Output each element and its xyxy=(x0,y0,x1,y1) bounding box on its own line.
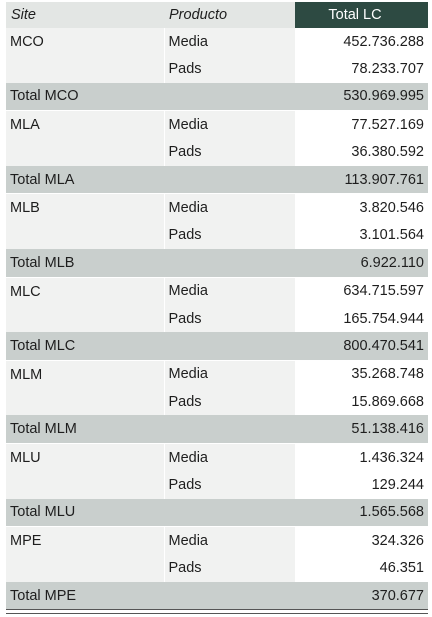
total-lc-cell[interactable]: 77.527.169 xyxy=(295,110,428,139)
total-lc-cell[interactable]: 15.869.668 xyxy=(295,388,428,416)
table-row: Pads 15.869.668 xyxy=(6,388,428,416)
producto-cell[interactable]: Pads xyxy=(163,471,295,499)
table-row: MLU Media 1.436.324 xyxy=(6,442,428,499)
header-row: Site Producto Total LC xyxy=(6,2,428,28)
table-row: Pads 165.754.944 xyxy=(6,304,428,333)
subtotal-row: Total MLM 51.138.416 xyxy=(6,415,428,444)
producto-cell[interactable]: Media xyxy=(163,276,295,305)
table-row: MCO Media 452.736.288 xyxy=(6,28,428,83)
total-lc-cell[interactable]: 165.754.944 xyxy=(295,304,428,333)
subtotal-value[interactable]: 6.922.110 xyxy=(295,249,428,278)
subtotal-value[interactable]: 51.138.416 xyxy=(295,415,428,444)
subtotal-row: Total MLA 113.907.761 xyxy=(6,165,428,194)
table-bottom-border xyxy=(6,609,428,614)
total-lc-cell[interactable]: 129.244 xyxy=(295,471,428,499)
producto-cell[interactable]: Media xyxy=(163,193,295,222)
site-cell[interactable]: MPE xyxy=(6,526,164,582)
column-header-producto[interactable]: Producto xyxy=(164,2,295,28)
table-row: MLC Media 634.715.597 xyxy=(6,276,428,333)
producto-cell[interactable]: Pads xyxy=(163,554,295,582)
total-lc-cell[interactable]: 46.351 xyxy=(295,554,428,582)
subtotal-label[interactable]: Total MLC xyxy=(6,332,295,361)
table-row: Pads 36.380.592 xyxy=(6,138,428,166)
table-row: Pads 78.233.707 xyxy=(6,55,428,83)
subtotal-label[interactable]: Total MLU xyxy=(6,498,295,527)
subtotal-label[interactable]: Total MLA xyxy=(6,165,295,194)
producto-cell[interactable]: Pads xyxy=(163,55,295,83)
site-cell[interactable]: MLA xyxy=(6,110,164,166)
table-row: MLA Media 77.527.169 xyxy=(6,110,428,166)
site-cell[interactable]: MLM xyxy=(6,359,164,416)
site-cell[interactable]: MLU xyxy=(6,442,164,499)
subtotal-row: Total MPE 370.677 xyxy=(6,581,428,610)
producto-cell[interactable]: Media xyxy=(163,442,295,472)
subtotal-row: Total MLB 6.922.110 xyxy=(6,249,428,278)
subtotal-label[interactable]: Total MPE xyxy=(6,581,295,610)
producto-cell[interactable]: Pads xyxy=(163,304,295,333)
producto-cell[interactable]: Pads xyxy=(163,138,295,166)
total-lc-cell[interactable]: 3.101.564 xyxy=(295,221,428,250)
table-row: MPE Media 324.326 xyxy=(6,526,428,582)
site-cell[interactable]: MLC xyxy=(6,276,164,333)
total-lc-cell[interactable]: 78.233.707 xyxy=(295,55,428,83)
site-cell[interactable]: MCO xyxy=(6,28,164,83)
table-row: Pads 3.101.564 xyxy=(6,221,428,250)
subtotal-row: Total MCO 530.969.995 xyxy=(6,82,428,111)
producto-cell[interactable]: Media xyxy=(163,28,295,56)
subtotal-value[interactable]: 800.470.541 xyxy=(295,332,428,361)
subtotal-label[interactable]: Total MLB xyxy=(6,249,295,278)
subtotal-row: Total MLC 800.470.541 xyxy=(6,332,428,361)
subtotal-value[interactable]: 530.969.995 xyxy=(295,82,428,111)
producto-cell[interactable]: Media xyxy=(163,110,295,139)
subtotal-value[interactable]: 113.907.761 xyxy=(295,165,428,194)
table-row: MLB Media 3.820.546 xyxy=(6,193,428,250)
subtotal-label[interactable]: Total MLM xyxy=(6,415,295,444)
subtotal-row: Total MLU 1.565.568 xyxy=(6,498,428,527)
producto-cell[interactable]: Pads xyxy=(163,221,295,250)
column-header-total-lc[interactable]: Total LC xyxy=(295,2,428,28)
table-row: MLM Media 35.268.748 xyxy=(6,359,428,416)
producto-cell[interactable]: Media xyxy=(163,359,295,389)
total-lc-cell[interactable]: 35.268.748 xyxy=(295,359,428,389)
table-row: Pads 129.244 xyxy=(6,471,428,499)
pivot-table-container: Site Producto Total LC MCO Media 452.736.2… xyxy=(6,2,428,610)
total-lc-cell[interactable]: 36.380.592 xyxy=(295,138,428,166)
site-cell[interactable]: MLB xyxy=(6,193,164,250)
total-lc-cell[interactable]: 3.820.546 xyxy=(295,193,428,222)
subtotal-value[interactable]: 370.677 xyxy=(295,581,428,610)
producto-cell[interactable]: Pads xyxy=(163,388,295,416)
pivot-table: Site Producto Total LC MCO Media 452.736.2… xyxy=(6,2,428,610)
table-row: Pads 46.351 xyxy=(6,554,428,582)
total-lc-cell[interactable]: 1.436.324 xyxy=(295,442,428,472)
subtotal-value[interactable]: 1.565.568 xyxy=(295,498,428,527)
total-lc-cell[interactable]: 452.736.288 xyxy=(295,28,428,56)
table-body: MCO Media 452.736.288 Pads 78.233.707 Total M… xyxy=(6,28,428,610)
column-header-site[interactable]: Site xyxy=(6,2,164,28)
total-lc-cell[interactable]: 324.326 xyxy=(295,526,428,555)
producto-cell[interactable]: Media xyxy=(163,526,295,555)
total-lc-cell[interactable]: 634.715.597 xyxy=(295,276,428,305)
subtotal-label[interactable]: Total MCO xyxy=(6,82,295,111)
